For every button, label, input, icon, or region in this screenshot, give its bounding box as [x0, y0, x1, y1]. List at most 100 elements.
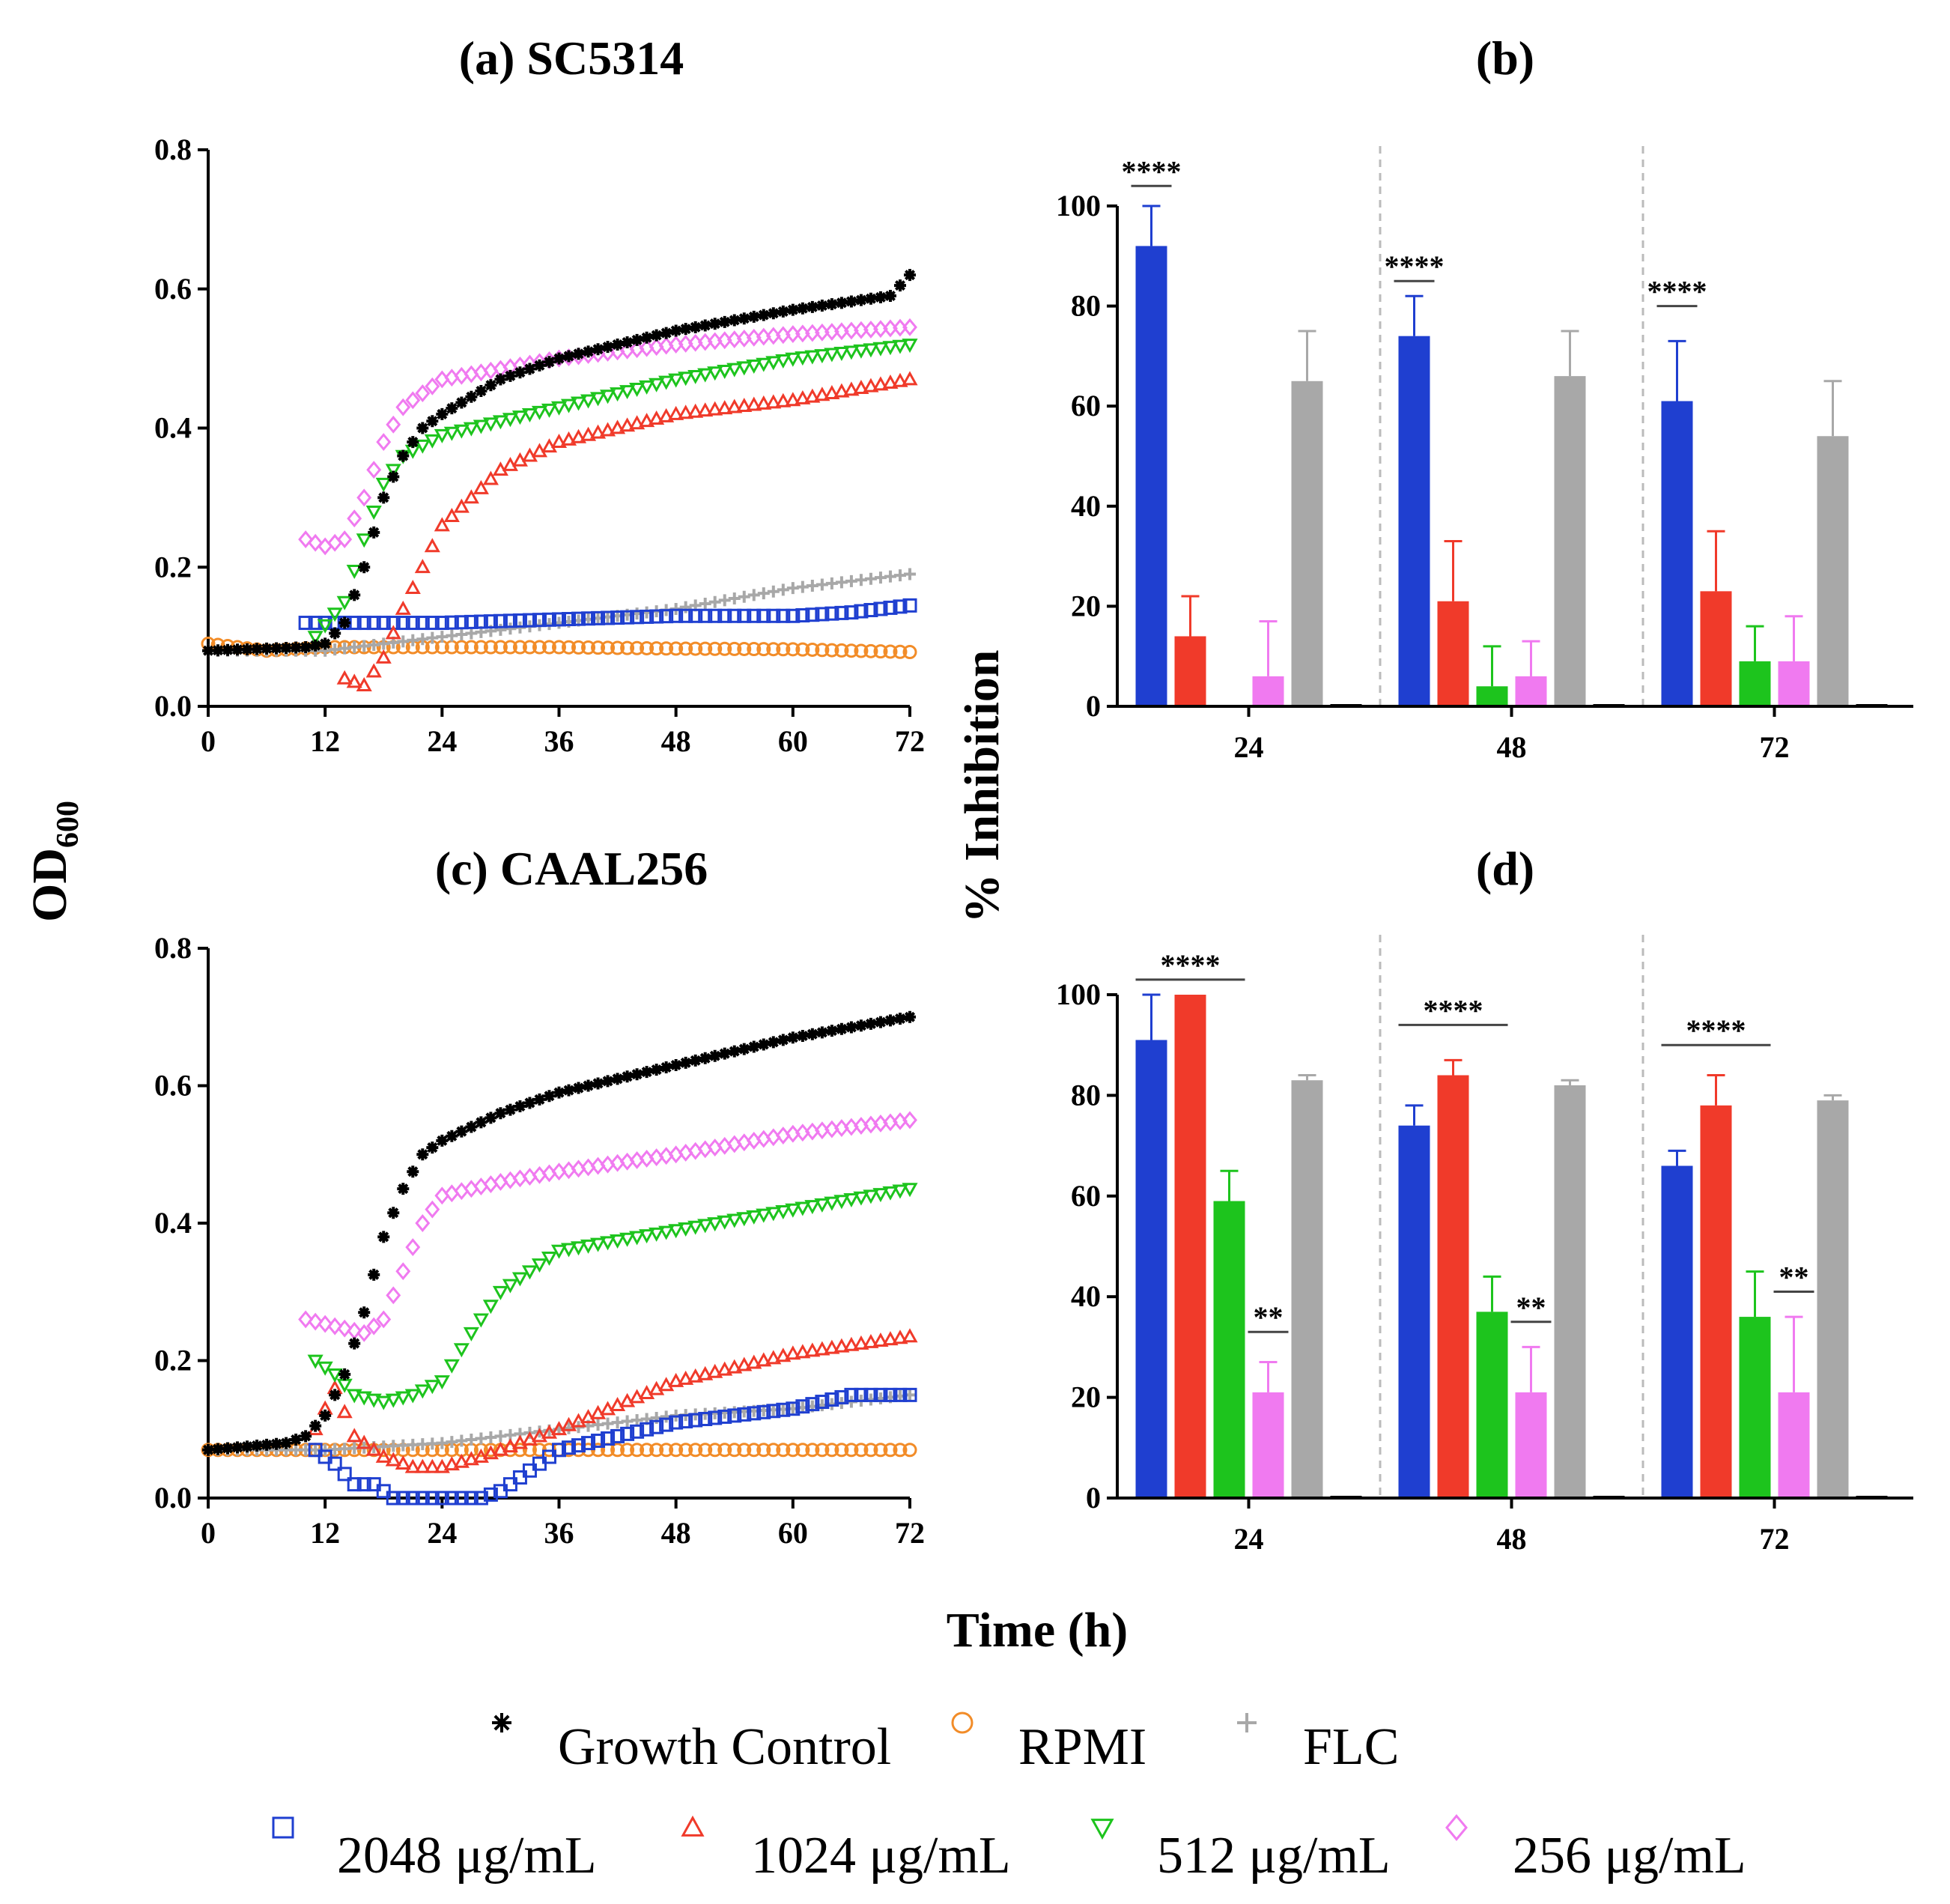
point-c512 — [365, 506, 382, 521]
point-rpmi — [698, 1443, 713, 1458]
point-c2048 — [678, 608, 693, 623]
point-c512 — [872, 1188, 889, 1203]
point-c256 — [415, 384, 431, 403]
significance-label: ** — [1779, 1260, 1809, 1294]
point-gc — [494, 1107, 507, 1120]
point-c1024 — [590, 1404, 607, 1419]
point-c512 — [882, 341, 899, 356]
point-c1024 — [765, 1350, 782, 1365]
point-c256 — [347, 509, 362, 528]
point-c2048 — [620, 1426, 635, 1441]
point-gc — [601, 1075, 614, 1088]
point-c512 — [756, 1208, 772, 1223]
point-rpmi — [737, 641, 752, 656]
point-gc — [202, 644, 214, 657]
point-rpmi — [532, 640, 547, 655]
point-gc — [485, 379, 497, 392]
point-c1024 — [726, 1359, 743, 1374]
point-flc — [679, 601, 692, 613]
point-c1024 — [814, 1341, 830, 1356]
point-c512 — [717, 364, 733, 379]
series-c2048 — [308, 1387, 917, 1506]
point-c1024 — [668, 405, 684, 420]
y-axis-title-od: OD600 — [22, 801, 85, 922]
point-c512 — [687, 369, 704, 384]
point-c512 — [795, 1201, 811, 1216]
legend-marker-flc — [1237, 1713, 1257, 1732]
point-rpmi — [747, 642, 762, 657]
point-c2048 — [640, 609, 654, 624]
point-rpmi — [630, 640, 645, 655]
point-c512 — [473, 419, 489, 434]
point-c512 — [590, 1237, 607, 1252]
point-c1024 — [795, 1344, 811, 1359]
point-c1024 — [365, 1441, 382, 1456]
series-c1024 — [336, 371, 918, 692]
point-rpmi — [824, 1443, 839, 1458]
point-c2048 — [454, 1491, 469, 1506]
point-c512 — [365, 1393, 382, 1408]
point-c512 — [639, 1229, 655, 1244]
point-rpmi — [649, 641, 664, 656]
point-c2048 — [318, 616, 332, 631]
point-gc — [825, 298, 838, 311]
point-c2048 — [415, 616, 430, 631]
point-c256 — [425, 1200, 440, 1219]
point-c256 — [415, 1214, 431, 1232]
point-gc — [904, 1010, 916, 1023]
panel-b-title: (b) — [1476, 31, 1534, 85]
point-c2048 — [786, 608, 801, 623]
point-c512 — [590, 392, 607, 407]
point-c1024 — [639, 413, 655, 428]
point-c512 — [307, 631, 324, 646]
point-c1024 — [610, 1397, 626, 1412]
significance-label: **** — [1122, 154, 1182, 188]
bar-c512 — [1476, 1312, 1508, 1498]
point-c2048 — [483, 614, 498, 629]
point-c2048 — [883, 1387, 898, 1402]
point-gc — [650, 1064, 663, 1076]
point-rpmi — [766, 1443, 781, 1458]
point-gc — [290, 641, 303, 654]
point-c512 — [697, 368, 714, 383]
point-gc — [329, 1389, 341, 1401]
point-gc — [738, 1043, 750, 1055]
point-gc — [611, 1073, 624, 1085]
x-tick-label: 0 — [201, 1516, 216, 1550]
point-c2048 — [473, 1491, 488, 1506]
point-c2048 — [737, 608, 752, 623]
y-tick-label: 0.4 — [154, 1206, 192, 1240]
point-c512 — [600, 1236, 616, 1251]
point-c1024 — [649, 1380, 665, 1395]
point-gc — [884, 290, 896, 303]
point-c2048 — [766, 608, 781, 623]
point-gc — [348, 589, 361, 601]
point-rpmi — [737, 1443, 752, 1458]
bar-c1024 — [1700, 591, 1732, 706]
point-flc — [708, 595, 721, 608]
point-c2048 — [659, 1417, 674, 1432]
point-c2048 — [444, 615, 459, 630]
point-c512 — [434, 1375, 450, 1390]
point-c1024 — [804, 1342, 821, 1357]
point-c1024 — [687, 403, 704, 418]
point-c2048 — [649, 1419, 664, 1434]
y-tick-label: 0.6 — [154, 272, 192, 306]
point-c512 — [649, 378, 665, 392]
point-c512 — [463, 422, 479, 437]
y-tick-label: 100 — [1056, 189, 1101, 222]
point-rpmi — [620, 1443, 635, 1458]
x-tick-label: 24 — [1234, 1522, 1264, 1556]
point-rpmi — [776, 1443, 791, 1458]
point-c512 — [511, 410, 528, 425]
point-c512 — [863, 1189, 879, 1204]
point-c512 — [795, 351, 811, 366]
point-gc — [786, 303, 799, 316]
bar-c512 — [1213, 1201, 1245, 1498]
point-c1024 — [833, 383, 850, 398]
point-c1024 — [346, 673, 362, 688]
point-gc — [631, 333, 643, 346]
point-gc — [592, 343, 604, 356]
point-c1024 — [872, 376, 889, 391]
